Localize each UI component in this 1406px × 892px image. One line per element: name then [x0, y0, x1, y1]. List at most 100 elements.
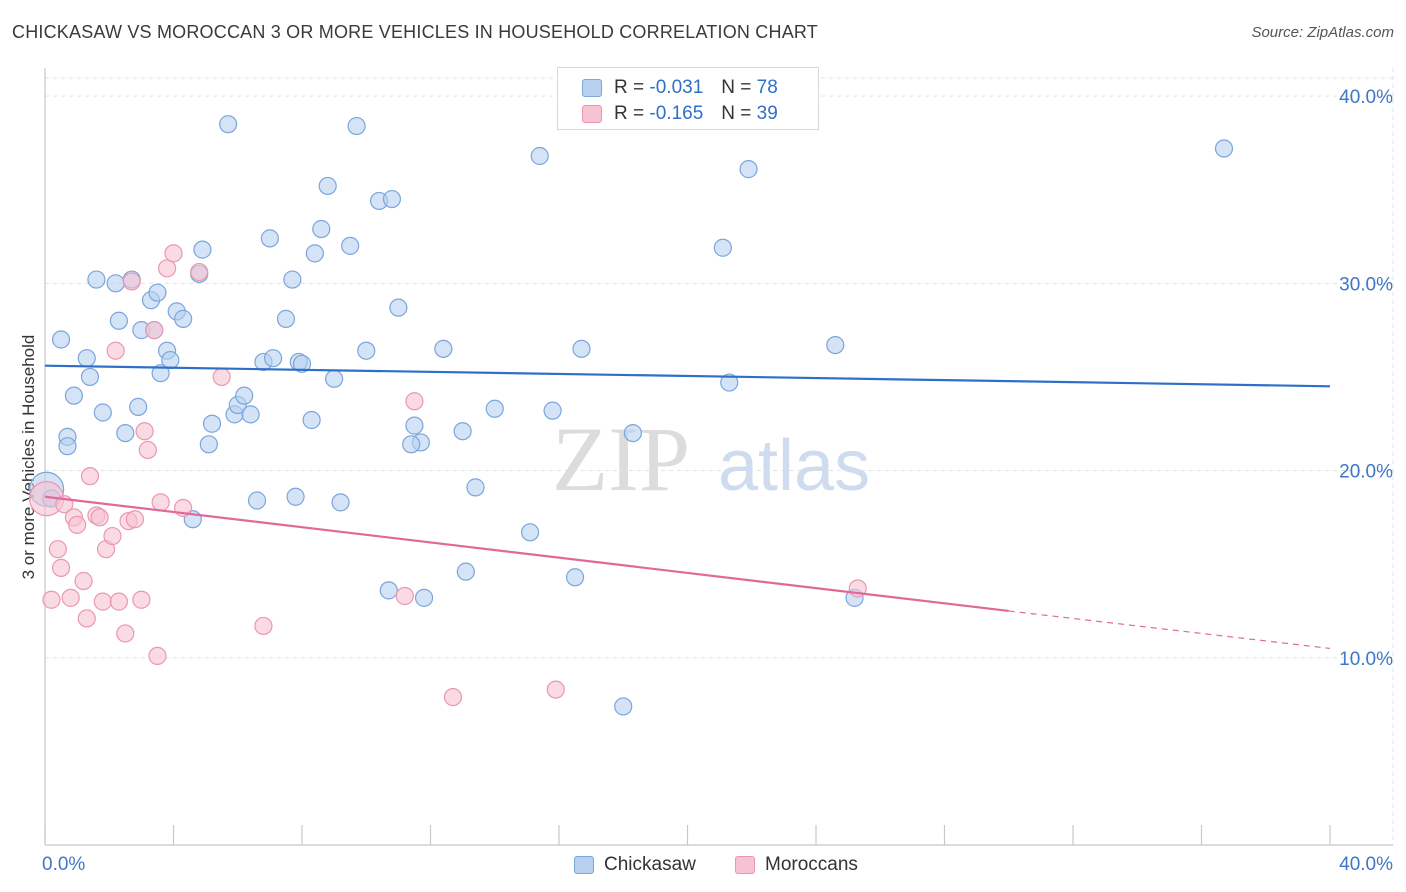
moroccan-point — [77, 609, 96, 628]
legend-r-value: -0.165 — [649, 103, 704, 124]
watermark: ZIP atlas — [552, 408, 870, 510]
chickasaw-point — [129, 397, 148, 416]
moroccan-point — [74, 571, 93, 591]
chickasaw-point — [318, 176, 337, 196]
chickasaw-point — [414, 588, 434, 607]
y-axis-label: 3 or more Vehicles in Household — [19, 335, 38, 580]
chickasaw-point — [379, 581, 398, 600]
moroccan-point — [103, 526, 122, 546]
moroccan-point — [148, 646, 167, 665]
chart-source: Source: ZipAtlas.com — [1251, 24, 1394, 41]
chickasaw-point — [283, 270, 302, 289]
legend-row-chickasaw: R = -0.031 N = 78 — [582, 75, 778, 101]
chickasaw-point — [331, 493, 350, 512]
chickasaw-point — [148, 283, 167, 302]
watermark-zip: ZIP — [552, 408, 690, 510]
legend-r-value: -0.031 — [649, 77, 704, 98]
y-tick-label: 40.0% — [1339, 87, 1393, 108]
moroccan-point — [212, 367, 231, 387]
chickasaw-point — [302, 410, 321, 430]
chart-title: CHICKASAW VS MOROCCAN 3 OR MORE VEHICLES… — [12, 22, 818, 42]
chickasaw-point — [193, 240, 212, 259]
chickasaw-point — [199, 435, 218, 454]
axes — [44, 68, 1393, 846]
moroccan-point — [395, 586, 414, 606]
bottom-legend-label: Chickasaw — [604, 854, 696, 875]
y-tick-label: 20.0% — [1339, 462, 1393, 483]
bottom-legend-label: Moroccans — [765, 854, 858, 875]
chickasaw-point — [80, 367, 100, 387]
chickasaw-point — [720, 373, 739, 392]
chickasaw-point — [64, 386, 84, 405]
chickasaw-point — [389, 298, 408, 317]
moroccan-point — [135, 422, 154, 441]
chickasaw-point — [405, 416, 424, 435]
chickasaw-point — [1214, 139, 1234, 158]
legend-r-label: R = — [614, 103, 645, 124]
chickasaw-point — [312, 219, 331, 239]
x-tick-label: 0.0% — [42, 854, 85, 875]
chickasaw-point — [292, 354, 312, 373]
chickasaw-point — [58, 437, 77, 456]
chickasaw-point — [77, 349, 96, 368]
chickasaw-point — [87, 270, 106, 289]
chickasaw-point — [382, 189, 402, 209]
moroccan-point — [164, 244, 183, 263]
x-tick-labels: 0.0% 40.0% — [42, 854, 1393, 875]
moroccan-point — [68, 515, 87, 534]
moroccan-point — [42, 590, 61, 609]
y-tick-label: 10.0% — [1339, 649, 1393, 670]
chickasaw-point — [260, 229, 279, 248]
chickasaw-point — [202, 414, 222, 433]
legend-swatch-pink — [582, 105, 602, 123]
chickasaw-point — [247, 491, 267, 510]
chickasaw-point — [572, 339, 591, 358]
moroccan-point — [443, 687, 463, 707]
moroccan-point — [122, 272, 141, 291]
chickasaw-point — [456, 562, 475, 581]
chickasaw-point — [325, 369, 344, 388]
legend-swatch-blue — [582, 79, 602, 97]
bottom-legend-chickasaw: Chickasaw — [574, 852, 696, 878]
moroccan-point — [254, 616, 273, 636]
bottom-legend-moroccans: Moroccans — [735, 852, 858, 878]
chickasaw-point — [485, 399, 504, 418]
moroccan-point — [61, 588, 80, 607]
watermark-atlas: atlas — [718, 426, 870, 506]
legend-row-moroccans: R = -0.165 N = 39 — [582, 101, 778, 127]
stats-legend: R = -0.031 N = 78 R = -0.165 N = 39 — [557, 67, 819, 130]
bottom-legend-swatch-pink — [735, 856, 755, 874]
chickasaw-point — [116, 423, 135, 443]
moroccan-point — [151, 493, 170, 512]
chickasaw-point — [530, 146, 549, 166]
chickasaw-point — [520, 523, 540, 542]
chickasaw-point — [286, 487, 305, 506]
chickasaw-point — [305, 244, 324, 263]
chickasaw-point — [453, 422, 472, 441]
moroccan-point — [51, 558, 71, 578]
x-tick-label: 40.0% — [1339, 854, 1393, 875]
legend-n-value: 78 — [756, 77, 778, 98]
moroccan-point — [145, 321, 164, 340]
moroccan-point — [132, 590, 151, 609]
chickasaw-point — [174, 309, 193, 328]
legend-n-label: N = — [721, 103, 752, 124]
moroccan-point — [190, 262, 209, 282]
bottom-legend: Chickasaw Moroccans — [0, 852, 1406, 880]
chickasaw-point — [357, 341, 376, 360]
moroccan-point — [157, 259, 177, 278]
chickasaw-point — [241, 405, 260, 424]
moroccan-point — [546, 680, 565, 699]
moroccan-trend-extension — [1008, 610, 1331, 650]
moroccan-point — [93, 592, 112, 611]
legend-r-label: R = — [614, 77, 645, 98]
bottom-legend-swatch-blue — [574, 856, 594, 874]
moroccan-point — [405, 392, 424, 411]
chickasaw-point — [161, 350, 180, 370]
chickasaw-point — [219, 115, 238, 134]
moroccan-point — [80, 467, 100, 486]
chickasaw-point — [93, 403, 112, 422]
chickasaw-point — [263, 349, 283, 368]
moroccan-point — [138, 440, 157, 460]
